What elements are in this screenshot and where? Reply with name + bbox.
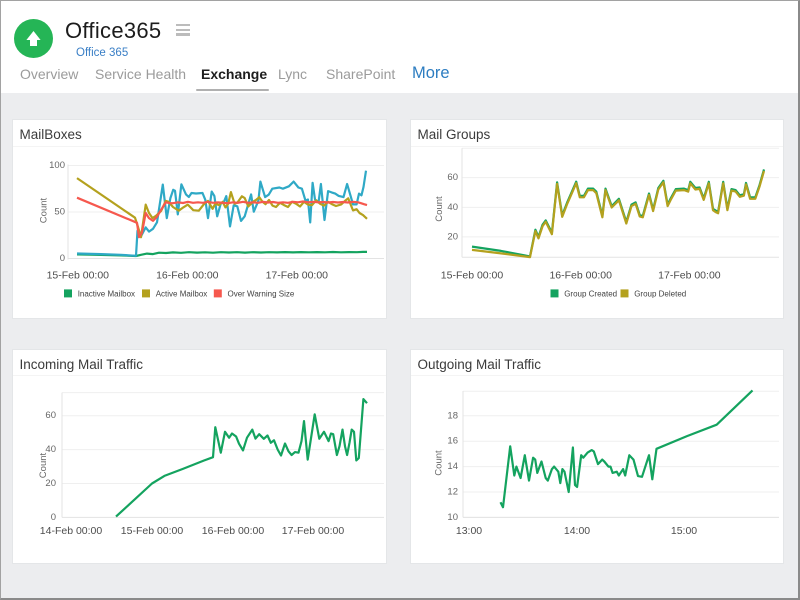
svg-text:Inactive Mailbox: Inactive Mailbox [78, 290, 135, 299]
svg-text:Over Warning Size: Over Warning Size [228, 290, 295, 299]
svg-text:13:00: 13:00 [456, 525, 482, 537]
svg-text:16: 16 [447, 436, 458, 447]
svg-text:18: 18 [447, 410, 458, 421]
svg-text:16-Feb 00:00: 16-Feb 00:00 [202, 525, 265, 537]
svg-text:Count: Count [434, 196, 445, 222]
svg-text:60: 60 [45, 410, 56, 421]
svg-text:Count: Count [39, 197, 50, 223]
svg-text:40: 40 [45, 444, 56, 455]
svg-text:17-Feb 00:00: 17-Feb 00:00 [282, 525, 345, 537]
svg-text:60: 60 [447, 172, 458, 183]
svg-text:15-Feb 00:00: 15-Feb 00:00 [121, 525, 184, 537]
svg-text:50: 50 [54, 207, 65, 218]
svg-text:Count: Count [434, 450, 445, 476]
svg-text:40: 40 [447, 202, 458, 213]
svg-text:14-Feb 00:00: 14-Feb 00:00 [40, 525, 103, 537]
svg-text:Group Deleted: Group Deleted [634, 290, 686, 299]
svg-text:15-Feb 00:00: 15-Feb 00:00 [441, 270, 504, 282]
svg-text:17-Feb 00:00: 17-Feb 00:00 [266, 270, 329, 282]
svg-text:Active Mailbox: Active Mailbox [156, 290, 208, 299]
svg-text:Group Created: Group Created [564, 290, 617, 299]
svg-text:0: 0 [60, 253, 65, 264]
svg-text:20: 20 [447, 231, 458, 242]
svg-text:15-Feb 00:00: 15-Feb 00:00 [47, 270, 110, 282]
svg-text:14:00: 14:00 [564, 525, 590, 537]
svg-text:14: 14 [447, 461, 458, 472]
svg-text:15:00: 15:00 [671, 525, 697, 537]
svg-text:12: 12 [447, 487, 458, 498]
svg-text:0: 0 [51, 512, 56, 523]
svg-text:100: 100 [49, 160, 65, 171]
svg-text:16-Feb 00:00: 16-Feb 00:00 [156, 270, 219, 282]
svg-text:16-Feb 00:00: 16-Feb 00:00 [549, 270, 612, 282]
svg-text:20: 20 [45, 478, 56, 489]
svg-text:17-Feb 00:00: 17-Feb 00:00 [658, 270, 721, 282]
svg-text:Count: Count [38, 452, 49, 478]
svg-text:10: 10 [447, 512, 458, 523]
